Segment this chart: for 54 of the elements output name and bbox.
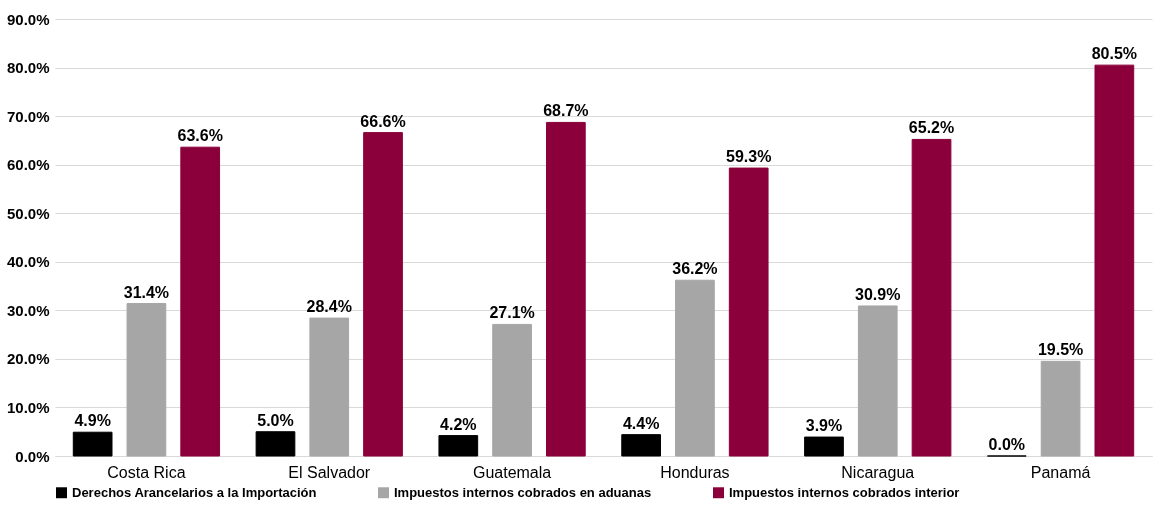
- data-label: 28.4%: [306, 298, 352, 316]
- data-label: 3.9%: [805, 417, 843, 435]
- y-tick-label: 40.0%: [6, 253, 50, 271]
- legend-label: Impuestos internos cobrados interior: [729, 484, 960, 500]
- data-label: 5.0%: [257, 411, 294, 429]
- bar: [363, 132, 403, 457]
- data-label: 4.4%: [622, 414, 660, 432]
- bar: [857, 305, 898, 457]
- y-tick-label: 60.0%: [6, 156, 50, 174]
- bar: [1040, 360, 1081, 457]
- y-tick-label: 30.0%: [6, 301, 50, 319]
- y-tick-label: 50.0%: [6, 204, 50, 222]
- bar: [621, 434, 661, 457]
- data-label: 0.0%: [988, 436, 1026, 453]
- data-label: 68.7%: [543, 102, 589, 120]
- bar: [1094, 64, 1135, 457]
- data-label: 65.2%: [908, 119, 955, 137]
- bar: [180, 146, 221, 457]
- data-label: 27.1%: [489, 304, 535, 322]
- bar: [255, 431, 296, 457]
- y-tick-label: 70.0%: [6, 107, 50, 125]
- bar: [309, 317, 350, 457]
- bar: [675, 279, 715, 457]
- bar: [804, 436, 844, 457]
- data-label: 80.5%: [1091, 45, 1138, 63]
- bar: [546, 121, 586, 457]
- bar: [438, 435, 479, 457]
- x-tick-label: El Salvador: [288, 463, 371, 481]
- data-label: 19.5%: [1037, 341, 1084, 359]
- data-label: 59.3%: [726, 148, 772, 166]
- y-tick-label: 10.0%: [6, 398, 50, 416]
- bar: [126, 303, 167, 457]
- legend-label: Impuestos internos cobrados en aduanas: [394, 484, 652, 500]
- x-tick-label: Guatemala: [472, 463, 552, 481]
- x-tick-label: Costa Rica: [107, 463, 186, 481]
- data-label: 4.2%: [440, 415, 477, 433]
- data-label: 30.9%: [855, 285, 901, 303]
- x-tick-label: Honduras: [660, 463, 730, 481]
- y-tick-label: 20.0%: [6, 350, 50, 368]
- y-tick-label: 90.0%: [6, 10, 50, 28]
- bar: [911, 138, 952, 457]
- bar: [728, 167, 769, 457]
- bar: [492, 323, 532, 457]
- y-tick-label: 0.0%: [15, 447, 50, 465]
- data-label: 36.2%: [672, 260, 718, 278]
- x-tick-label: Nicaragua: [841, 463, 915, 481]
- legend-label: Derechos Arancelarios a la Importación: [72, 484, 317, 500]
- data-label: 31.4%: [123, 283, 170, 301]
- data-label: 63.6%: [177, 127, 223, 145]
- data-label: 4.9%: [74, 412, 111, 430]
- y-tick-label: 80.0%: [6, 59, 50, 77]
- bar: [72, 431, 113, 457]
- data-label: 66.6%: [360, 112, 406, 130]
- x-tick-label: Panamá: [1030, 463, 1091, 481]
